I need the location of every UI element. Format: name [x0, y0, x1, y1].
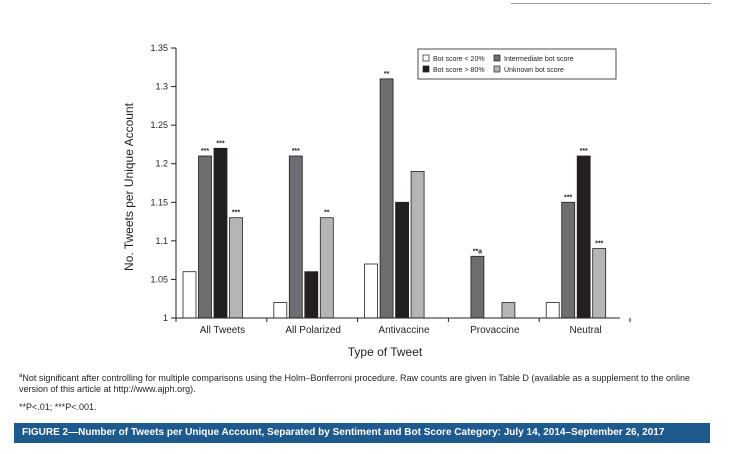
significance-label-1-3: **a [473, 248, 482, 255]
legend-label-3: Unknown bot score [504, 67, 564, 74]
bar-0-2 [364, 263, 379, 319]
x-tick-label-4: Neutral [569, 325, 601, 336]
significance-label-2-0: *** [216, 140, 224, 147]
significance-label-1-0: *** [201, 148, 209, 155]
bar-1-2 [379, 78, 394, 319]
footnote-pvalues: **P<.01; ***P<.001. [19, 402, 97, 412]
bar-3-0 [229, 217, 243, 319]
x-axis-label: Type of Tweet [348, 345, 423, 359]
legend: Bot score < 20% Intermediate bot score Bot… [417, 48, 617, 80]
y-tick-label-5: 1.25 [150, 120, 168, 130]
significance-label-1-1: *** [292, 148, 300, 155]
footnote-significance: aNot significant after controlling for m… [19, 373, 714, 395]
bar-3-3 [501, 302, 516, 319]
annotations-layer: *** *******a************ ***** [201, 71, 604, 255]
x-tick-label-2: Antivaccine [378, 325, 430, 336]
x-tick-label-0: All Tweets [200, 325, 245, 336]
legend-swatch-2 [422, 65, 430, 73]
bar-2-1 [304, 271, 319, 319]
y-tick-label-6: 1.3 [155, 82, 168, 92]
y-tick-label-7: 1.35 [150, 43, 168, 53]
bars-layer [182, 78, 607, 319]
bar-1-0 [198, 155, 212, 319]
y-tick-label-2: 1.1 [155, 236, 168, 246]
y-axis-label: No. Tweets per Unique Account [122, 102, 136, 271]
significance-label-3-4: *** [595, 241, 603, 248]
bar-3-1 [319, 217, 334, 319]
bar-1-1 [288, 155, 303, 319]
legend-swatch-0 [422, 54, 430, 62]
y-tick-label-4: 1.2 [155, 159, 168, 169]
header-rule [511, 3, 711, 4]
legend-label-0: Bot score < 20% [433, 56, 485, 63]
bar-2-0 [213, 147, 228, 319]
legend-label-2: Bot score > 80% [433, 67, 485, 74]
legend-swatch-3 [493, 65, 501, 73]
bar-2-4 [576, 155, 591, 319]
bar-0-0 [182, 271, 197, 319]
legend-swatch-1 [493, 54, 501, 62]
y-tick-label-1: 1.05 [150, 274, 168, 284]
significance-label-1-4: *** [564, 194, 572, 201]
significance-label-1-2: ** [384, 71, 390, 78]
y-tick-label-3: 1.15 [150, 197, 168, 207]
bar-1-3 [470, 255, 485, 319]
significance-label-3-0: *** [232, 210, 240, 217]
bar-0-4 [545, 302, 560, 319]
x-tick-label-1: All Polarized [285, 325, 341, 336]
bar-0-1 [273, 302, 288, 319]
significance-label-3-1: ** [324, 210, 330, 217]
bar-3-2 [410, 171, 425, 319]
legend-box [417, 48, 617, 80]
bar-2-2 [395, 201, 410, 319]
bar-chart: *** *******a************ ***** 11.051.11.1… [122, 43, 631, 359]
axes-layer: 1 1.05 1.1 1.15 1.2 1.25 1.3 1.35 All Tweets All … [150, 43, 631, 336]
bar-1-4 [561, 201, 576, 319]
footnote-text: Not significant after controlling for mu… [19, 373, 691, 394]
y-tick-label-0: 1 [163, 313, 168, 323]
figure-caption: FIGURE 2—Number of Tweets per Unique Acc… [14, 423, 710, 443]
significance-label-2-4: *** [580, 148, 588, 155]
footnote-marker: a [19, 373, 23, 379]
x-tick-label-3: Provaccine [470, 325, 520, 336]
legend-label-1: Intermediate bot score [504, 56, 574, 63]
bar-3-4 [592, 248, 607, 319]
